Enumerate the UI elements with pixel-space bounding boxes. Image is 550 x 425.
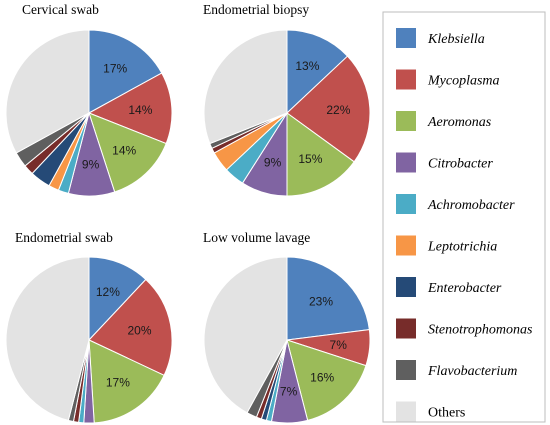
legend-swatch <box>396 152 416 173</box>
pie-cervical-swab: Cervical swab 17% 14% 14% 9% <box>5 2 173 197</box>
pie-title: Endometrial swab <box>15 230 113 245</box>
legend-label: Klebsiella <box>427 32 485 47</box>
pie-title: Low volume lavage <box>203 230 310 245</box>
pie-endometrial-biopsy: Endometrial biopsy 13% 22% 15% 9% <box>203 2 371 197</box>
legend-label: Achromobacter <box>427 198 515 213</box>
legend-label: Leptotrichia <box>427 240 497 255</box>
slice-others <box>5 29 90 154</box>
slice-label-aeromonas: 14% <box>112 144 136 158</box>
legend-swatch <box>396 318 416 339</box>
slice-label-aeromonas: 15% <box>298 152 322 166</box>
legend-item-aeromonas: Aeromonas <box>396 111 492 131</box>
slice-label-mycoplasma: 22% <box>326 103 350 117</box>
slice-label-mycoplasma: 20% <box>127 323 151 337</box>
legend-swatch <box>396 360 416 380</box>
legend-swatch <box>396 111 416 131</box>
pie-endometrial-swab: Endometrial swab 12% 20% 17% <box>5 230 173 424</box>
slice-klebsiella <box>286 29 349 115</box>
slice-others <box>5 256 90 421</box>
legend-swatch <box>396 194 416 214</box>
legend-label: Aeromonas <box>427 115 492 130</box>
slice-mycoplasma <box>87 72 173 145</box>
legend-label: Stenotrophomonas <box>428 323 533 338</box>
slice-aeromonas <box>88 339 165 424</box>
legend-label: Others <box>428 406 465 421</box>
legend-item-others: Others <box>396 401 465 422</box>
legend-item-citrobacter: Citrobacter <box>396 152 493 173</box>
slice-label-mycoplasma: 7% <box>330 338 348 352</box>
legend-swatch <box>396 277 416 297</box>
slice-klebsiella <box>88 256 147 342</box>
slice-label-klebsiella: 23% <box>309 294 333 308</box>
legend-swatch <box>396 235 416 256</box>
slice-label-aeromonas: 16% <box>310 371 334 385</box>
slice-label-citrobacter: 7% <box>280 384 298 398</box>
slice-label-klebsiella: 17% <box>103 62 127 76</box>
legend-item-enterobacter: Enterobacter <box>396 277 502 297</box>
pie-title: Endometrial biopsy <box>203 2 309 17</box>
legend-label: Citrobacter <box>428 157 493 172</box>
slice-label-citrobacter: 9% <box>82 157 100 171</box>
legend-item-mycoplasma: Mycoplasma <box>396 69 500 90</box>
legend-label: Mycoplasma <box>427 74 500 89</box>
slice-label-citrobacter: 9% <box>264 155 282 169</box>
legend-swatch <box>396 401 416 422</box>
legend-item-stenotrophomonas: Stenotrophomonas <box>396 318 533 339</box>
slice-others <box>203 256 288 414</box>
pie-title: Cervical swab <box>22 2 99 17</box>
legend-frame <box>382 11 546 423</box>
legend: Klebsiella Mycoplasma Aeromonas Citrobacter… <box>382 11 546 423</box>
legend-item-achromobacter: Achromobacter <box>396 194 515 214</box>
legend-label: Enterobacter <box>427 281 502 296</box>
slice-mycoplasma <box>88 278 173 377</box>
legend-swatch <box>396 69 416 90</box>
slice-others <box>203 29 288 145</box>
slice-label-aeromonas: 17% <box>106 376 130 390</box>
slice-aeromonas <box>286 112 355 197</box>
legend-label: Flavobacterium <box>427 364 517 379</box>
slice-label-klebsiella: 12% <box>96 285 120 299</box>
legend-item-klebsiella: Klebsiella <box>396 28 485 48</box>
pie-low-volume-lavage: Low volume lavage 23% 7% 16% 7% <box>203 230 371 424</box>
slice-klebsiella <box>286 256 370 341</box>
slice-klebsiella <box>88 29 163 114</box>
slice-aeromonas <box>286 339 367 421</box>
legend-item-flavobacterium: Flavobacterium <box>396 360 517 380</box>
slice-label-mycoplasma: 14% <box>128 103 152 117</box>
slice-mycoplasma <box>286 55 371 163</box>
legend-item-leptotrichia: Leptotrichia <box>396 235 497 256</box>
slice-label-klebsiella: 13% <box>295 59 319 73</box>
legend-swatch <box>396 28 416 48</box>
